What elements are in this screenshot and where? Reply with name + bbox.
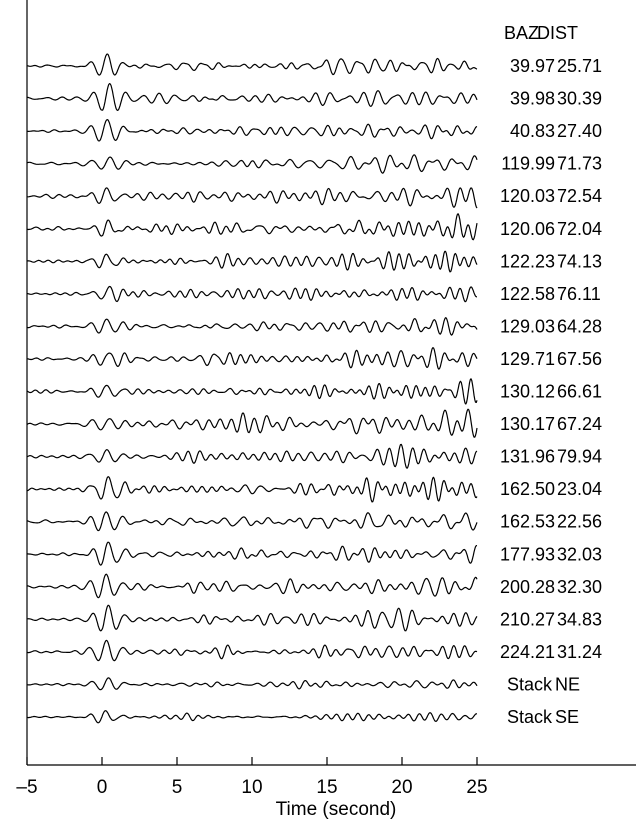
trace-dist-label: 72.54 <box>557 186 602 206</box>
trace-baz-label: 130.17 <box>500 414 555 434</box>
seismogram-trace <box>27 639 478 662</box>
seismogram-trace <box>26 511 478 532</box>
trace-dist-label: 72.04 <box>557 219 602 239</box>
trace-dist-label: 32.03 <box>557 544 602 564</box>
seismogram-trace <box>26 710 478 724</box>
seismogram-trace <box>26 476 478 503</box>
seismogram-trace <box>26 83 478 111</box>
baz-header: BAZ <box>504 23 539 43</box>
trace-baz-label: 162.53 <box>500 512 555 532</box>
seismogram-trace <box>27 213 478 241</box>
seismogram-trace <box>27 604 478 632</box>
x-tick-label: 5 <box>172 777 183 798</box>
trace-baz-label: 120.06 <box>500 219 555 239</box>
trace-dist-label: 23.04 <box>557 479 602 499</box>
seismogram-trace <box>26 677 478 691</box>
x-tick-label: 25 <box>466 777 487 798</box>
seismogram-trace <box>26 378 478 405</box>
trace-dist-label: 31.24 <box>557 642 602 662</box>
trace-dist-label: 67.56 <box>557 349 602 369</box>
seismogram-trace <box>26 347 478 370</box>
trace-baz-label: 177.93 <box>500 544 555 564</box>
x-tick-label: 15 <box>316 777 337 798</box>
x-ticks: –5 0 5 10 15 20 25 <box>16 757 488 798</box>
trace-dist-label: 71.73 <box>557 154 602 174</box>
seismogram-trace <box>26 154 478 174</box>
x-axis-title: Time (second) <box>276 799 397 820</box>
trace-dist-label: 25.71 <box>557 56 602 76</box>
trace-dist-label: 30.39 <box>557 89 602 109</box>
trace-baz-label: 122.23 <box>500 251 555 271</box>
trace-baz-label: 39.98 <box>510 89 555 109</box>
trace-dist-label: 66.61 <box>557 382 602 402</box>
seismogram-trace <box>27 187 478 209</box>
x-tick-label: –5 <box>16 777 37 798</box>
trace-baz-label: 129.71 <box>500 349 555 369</box>
trace-dist-label: 74.13 <box>557 251 602 271</box>
trace-baz-label: Stack <box>507 674 553 694</box>
seismogram-trace <box>27 573 478 599</box>
trace-baz-label: 210.27 <box>500 609 555 629</box>
trace-dist-label: 67.24 <box>557 414 602 434</box>
seismogram-trace <box>26 317 478 336</box>
trace-dist-label: 22.56 <box>557 512 602 532</box>
seismogram-trace <box>27 119 478 142</box>
trace-baz-label: 131.96 <box>500 447 555 467</box>
seismogram-trace <box>26 250 478 273</box>
trace-dist-label: NE <box>555 674 580 694</box>
x-tick-label: 0 <box>97 777 108 798</box>
dist-header: DIST <box>537 23 578 43</box>
seismogram-trace <box>26 443 478 469</box>
x-tick-label: 10 <box>241 777 262 798</box>
seismogram-trace <box>26 285 477 303</box>
trace-dist-label: 64.28 <box>557 316 602 336</box>
trace-baz-label: 129.03 <box>500 316 555 336</box>
traces <box>26 53 478 724</box>
trace-dist-label: 27.40 <box>557 121 602 141</box>
trace-dist-label: 32.30 <box>557 577 602 597</box>
trace-baz-label: 162.50 <box>500 479 555 499</box>
trace-dist-label: 76.11 <box>557 284 601 304</box>
trace-baz-label: 40.83 <box>510 121 555 141</box>
trace-baz-label: 200.28 <box>500 577 555 597</box>
seismogram-trace <box>27 541 478 566</box>
trace-dist-label: 79.94 <box>557 447 602 467</box>
trace-dist-label: SE <box>555 707 579 727</box>
x-tick-label: 20 <box>391 777 412 798</box>
trace-dist-label: 34.83 <box>557 609 602 629</box>
axes <box>26 0 636 766</box>
trace-baz-label: 224.21 <box>500 642 555 662</box>
trace-baz-label: 130.12 <box>500 382 555 402</box>
trace-baz-label: Stack <box>507 707 553 727</box>
trace-baz-label: 119.99 <box>501 154 555 174</box>
seismogram-trace <box>26 408 478 438</box>
trace-baz-label: 122.58 <box>500 284 555 304</box>
trace-baz-label: 120.03 <box>500 186 555 206</box>
seismogram-trace <box>26 53 478 76</box>
trace-baz-label: 39.97 <box>510 56 555 76</box>
